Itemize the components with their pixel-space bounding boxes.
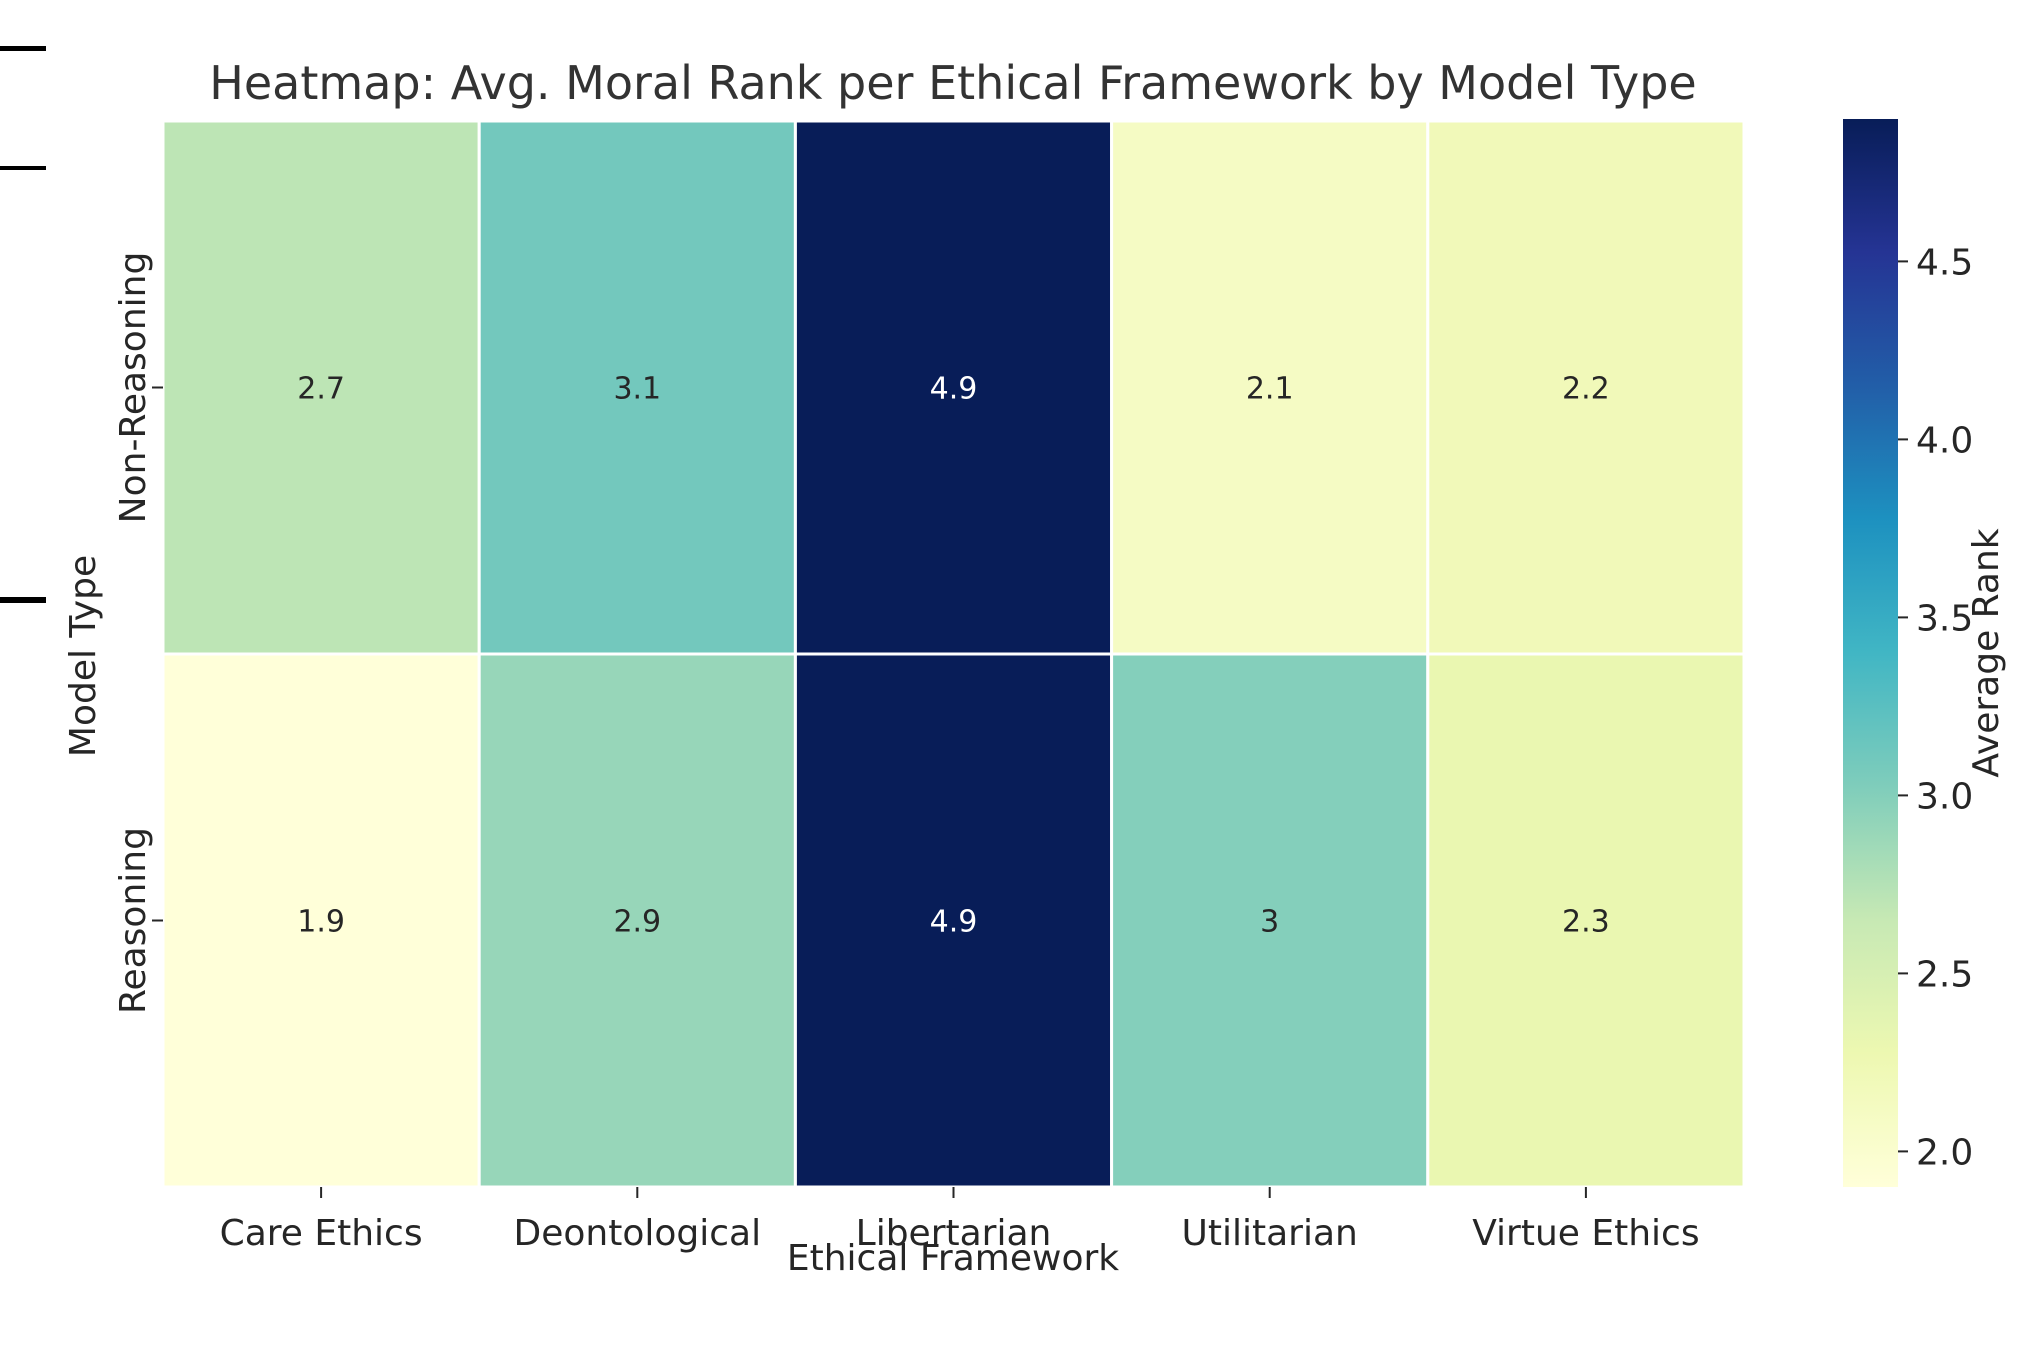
cell-value-label: 2.3 — [1562, 905, 1610, 940]
colorbar-tick-label: 2.0 — [1916, 1132, 1973, 1173]
x-tick-label: Deontological — [514, 1213, 762, 1254]
cell-value-label: 2.1 — [1246, 372, 1294, 407]
edge-mark — [0, 597, 46, 603]
x-tick-label: Care Ethics — [220, 1213, 423, 1254]
heatmap-cell — [161, 119, 481, 656]
cell-value-label: 3 — [1260, 905, 1279, 940]
x-tick-label: Libertarian — [856, 1213, 1052, 1254]
colorbar-tick-label: 4.5 — [1916, 242, 1973, 283]
colorbar-tick-label: 2.5 — [1916, 954, 1973, 995]
heatmap-cells — [161, 119, 1746, 1189]
heatmap-cell — [793, 119, 1114, 656]
heatmap-cell — [1110, 652, 1430, 1189]
cell-value-label: 4.9 — [930, 372, 978, 407]
colorbar-tick-label: 3.5 — [1916, 598, 1973, 639]
colorbar-tick-label: 3.0 — [1916, 776, 1973, 817]
colorbar — [1843, 119, 1898, 1187]
colorbar-ticks: 2.0 2.5 3.0 3.5 4.0 4.5 — [1898, 242, 1973, 1173]
cell-value-label: 1.9 — [297, 905, 345, 940]
edge-marks — [0, 46, 46, 603]
edge-mark — [0, 46, 46, 51]
y-axis-label: Model Type — [63, 555, 104, 757]
heatmap-cell — [1426, 652, 1746, 1189]
colorbar-tick-label: 4.0 — [1916, 420, 1973, 461]
x-axis-label: Ethical Framework — [787, 1238, 1119, 1279]
cell-value-label: 2.2 — [1562, 372, 1610, 407]
heatmap-cell — [477, 652, 797, 1189]
colorbar-label: Average Rank — [1966, 528, 2007, 777]
cell-value-label: 2.9 — [613, 905, 661, 940]
y-tick-label: Reasoning — [113, 827, 154, 1014]
chart-title: Heatmap: Avg. Moral Rank per Ethical Fra… — [209, 56, 1696, 110]
x-tick-label: Virtue Ethics — [1472, 1213, 1699, 1254]
y-tick-label: Non-Reasoning — [113, 252, 154, 524]
cell-value-label: 3.1 — [613, 372, 661, 407]
heatmap-cell — [1426, 119, 1746, 656]
x-tick-label: Utilitarian — [1182, 1213, 1358, 1254]
y-axis: Non-Reasoning Reasoning — [113, 252, 163, 1014]
cell-value-label: 2.7 — [297, 372, 345, 407]
heatmap-cell — [1110, 119, 1430, 656]
cell-value-label: 4.9 — [930, 905, 978, 940]
heatmap-cell-labels: 2.7 3.1 4.9 2.1 2.2 1.9 2.9 4.9 3 2.3 — [297, 372, 1610, 940]
edge-mark — [0, 166, 46, 170]
x-axis: Care Ethics Deontological Libertarian Utili… — [220, 1187, 1700, 1254]
